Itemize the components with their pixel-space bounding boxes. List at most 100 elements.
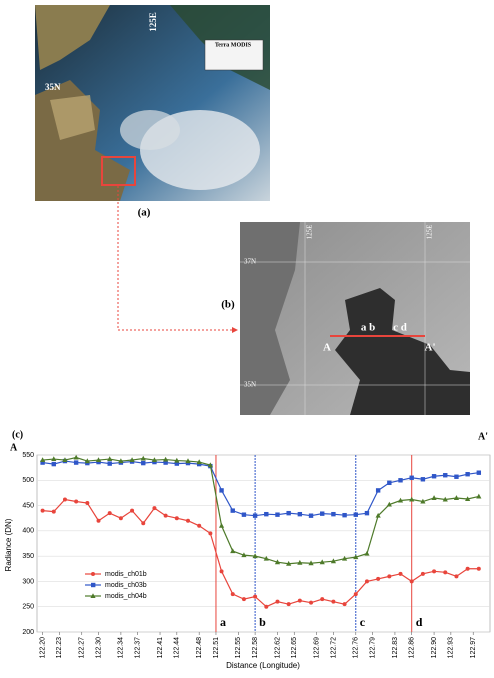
- point: [365, 579, 369, 583]
- lat-label: 37N: [244, 258, 256, 266]
- x-tick-label: 122.62: [274, 637, 281, 659]
- point: [197, 524, 201, 528]
- point: [152, 506, 156, 510]
- figure: Terra MODIS 125E 35N (a) 125E 125E 37N 3…: [0, 0, 494, 673]
- x-tick-label: 122.55: [235, 637, 242, 659]
- x-tick-label: 122.34: [118, 637, 125, 659]
- point: [253, 513, 257, 517]
- point: [398, 478, 402, 482]
- plot-area: [37, 455, 490, 632]
- point: [231, 508, 235, 512]
- point: [220, 569, 224, 573]
- point: [376, 488, 380, 492]
- point: [242, 597, 246, 601]
- satellite-image-a: [35, 5, 270, 201]
- y-tick-label: 450: [22, 502, 34, 509]
- x-tick-label: 122.37: [135, 637, 142, 659]
- point: [242, 512, 246, 516]
- point-label: a b: [361, 322, 375, 334]
- point: [477, 471, 481, 475]
- legend-label: modis_ch04b: [105, 593, 147, 600]
- x-tick-label: 122.20: [39, 637, 46, 659]
- point: [287, 602, 291, 606]
- info-title: Terra MODIS: [215, 42, 252, 48]
- marker-label: c: [360, 615, 366, 629]
- x-tick-label: 122.65: [291, 637, 298, 659]
- panel-label: (c): [12, 429, 23, 440]
- point: [141, 521, 145, 525]
- point: [465, 472, 469, 476]
- y-tick-label: 550: [22, 452, 34, 459]
- point: [52, 510, 56, 514]
- y-tick-label: 350: [22, 553, 34, 560]
- point: [63, 498, 67, 502]
- x-tick-label: 122.58: [252, 637, 259, 659]
- point: [275, 600, 279, 604]
- point: [264, 512, 268, 516]
- point: [354, 592, 358, 596]
- y-tick-label: 500: [22, 477, 34, 484]
- point: [387, 481, 391, 485]
- point: [97, 519, 101, 523]
- x-tick-label: 122.97: [470, 637, 477, 659]
- x-axis-title: Distance (Longitude): [226, 661, 300, 670]
- panel-label: (b): [221, 299, 235, 311]
- point: [275, 512, 279, 516]
- point: [320, 597, 324, 601]
- point: [343, 602, 347, 606]
- point: [253, 595, 257, 599]
- point-label: A: [323, 342, 331, 354]
- x-tick-label: 122.93: [448, 637, 455, 659]
- lat-label: 35N: [45, 82, 61, 92]
- point-label: A': [425, 342, 436, 354]
- point: [52, 462, 56, 466]
- point: [74, 460, 78, 464]
- point: [331, 512, 335, 516]
- point: [454, 475, 458, 479]
- x-tick-label: 122.27: [79, 637, 86, 659]
- point: [219, 488, 223, 492]
- point: [443, 570, 447, 574]
- legend-label: modis_ch03b: [105, 582, 147, 589]
- point: [309, 513, 313, 517]
- endpoint-label: A: [10, 442, 18, 453]
- point: [85, 501, 89, 505]
- x-tick-label: 122.69: [313, 637, 320, 659]
- point: [231, 592, 235, 596]
- x-tick-label: 122.30: [95, 637, 102, 659]
- x-tick-label: 122.76: [353, 637, 360, 659]
- y-tick-label: 400: [22, 528, 34, 535]
- x-tick-label: 122.83: [392, 637, 399, 659]
- connector: [118, 186, 238, 330]
- point: [108, 511, 112, 515]
- point: [141, 461, 145, 465]
- point: [264, 605, 268, 609]
- point: [443, 473, 447, 477]
- point: [186, 519, 190, 523]
- point: [399, 572, 403, 576]
- marker-label: b: [259, 615, 266, 629]
- marker-label: a: [220, 615, 226, 629]
- x-tick-label: 122.41: [157, 637, 164, 659]
- point: [421, 477, 425, 481]
- point: [130, 509, 134, 513]
- y-axis-title: Radiance (DN): [4, 518, 13, 571]
- lon-label: 125E: [426, 225, 434, 240]
- point: [208, 531, 212, 535]
- point: [376, 577, 380, 581]
- legend-label: modis_ch01b: [105, 571, 147, 578]
- lon-label: 125E: [148, 12, 158, 32]
- x-tick-label: 122.86: [409, 637, 416, 659]
- point-label: c d: [393, 322, 407, 334]
- legend-marker: [91, 572, 95, 576]
- y-tick-label: 300: [22, 578, 34, 585]
- satellite-image-b: [240, 222, 470, 415]
- point: [421, 572, 425, 576]
- point: [331, 600, 335, 604]
- point: [298, 599, 302, 603]
- point: [354, 512, 358, 516]
- panel-label: (a): [138, 207, 151, 219]
- point: [320, 511, 324, 515]
- endpoint-label: A': [478, 431, 488, 442]
- point: [432, 569, 436, 573]
